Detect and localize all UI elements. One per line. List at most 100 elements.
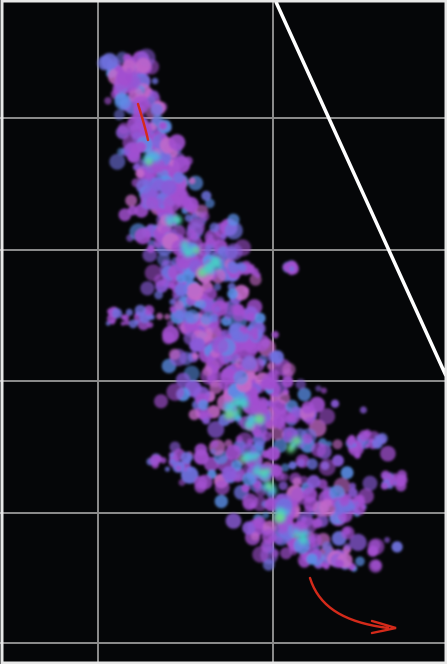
cloud-blob xyxy=(232,308,246,322)
cloud-highlight xyxy=(254,413,265,424)
cloud-blob xyxy=(156,312,164,320)
cloud-lobe-blob xyxy=(228,272,235,279)
cloud-blob xyxy=(159,208,166,215)
cloud-blob xyxy=(266,497,276,507)
cloud-lobe-blob xyxy=(380,482,389,490)
cloud-lobe-blob xyxy=(122,314,130,321)
cloud-blob xyxy=(209,222,220,233)
cloud-highlight xyxy=(223,409,235,420)
cloud-blob xyxy=(188,177,196,185)
cloud-lobe-blob xyxy=(361,504,366,509)
cloud-highlight xyxy=(252,467,261,476)
cloud-highlight xyxy=(286,445,295,454)
cloud-blob xyxy=(269,401,276,408)
cloud-lobe-blob xyxy=(396,480,405,488)
cloud-lobe-blob xyxy=(125,308,133,316)
cloud-blob xyxy=(204,335,211,343)
cloud-highlight xyxy=(260,468,265,474)
cloud-blob xyxy=(204,287,217,301)
cloud-lobe-blob xyxy=(372,438,383,449)
cloud-blob xyxy=(261,529,277,545)
cloud-blob xyxy=(261,430,272,442)
cloud-blob xyxy=(302,433,313,444)
cloud-blob xyxy=(221,466,237,482)
cloud-highlight xyxy=(166,219,173,227)
cloud-blob xyxy=(281,376,294,388)
cloud-highlight xyxy=(203,263,213,274)
cloud-blob xyxy=(196,299,206,310)
cloud-blob xyxy=(362,475,378,491)
cloud-lobe-blob xyxy=(112,308,123,319)
cloud-blob xyxy=(266,446,281,461)
cloud-lobe-blob xyxy=(242,328,248,335)
cloud-blob xyxy=(162,325,180,343)
cloud-blob xyxy=(205,198,215,209)
cloud-blob xyxy=(242,493,259,510)
cloud-blob xyxy=(280,463,290,472)
cloud-blob xyxy=(270,427,284,441)
cloud-blob xyxy=(282,362,296,377)
cloud-blob xyxy=(113,109,125,121)
cloud-lobe-blob xyxy=(186,466,192,473)
cloud-blob xyxy=(204,229,221,246)
cloud-blob xyxy=(168,134,186,151)
cloud-blob xyxy=(144,264,162,282)
cloud-lobe-blob xyxy=(246,265,255,274)
cloud-lobe-blob xyxy=(361,500,366,505)
cloud-blob xyxy=(220,368,237,385)
cloud-blob xyxy=(224,221,243,240)
cloud-blob xyxy=(323,562,330,570)
cloud-lobe-blob xyxy=(143,305,155,316)
cloud-highlight xyxy=(183,247,194,258)
cloud-blob xyxy=(134,227,151,245)
cloud-blob xyxy=(252,428,262,438)
cloud-blob xyxy=(285,431,293,438)
cloud-highlight xyxy=(145,158,153,166)
cloud-blob xyxy=(172,156,191,174)
cloud-blob xyxy=(291,406,301,417)
cloud-lobe-blob xyxy=(154,455,163,463)
cloud-lobe-blob xyxy=(348,434,356,442)
cloud-blob xyxy=(391,541,403,553)
cloud-blob xyxy=(168,282,176,289)
cloud-blob xyxy=(290,499,299,508)
cloud-blob xyxy=(349,533,367,552)
cloud-blob xyxy=(150,103,164,117)
cloud-blob xyxy=(315,385,322,392)
cloud-blob xyxy=(104,97,112,105)
cloud-blob xyxy=(254,312,266,324)
cloud-blob xyxy=(223,301,230,308)
reference-diagonal-line xyxy=(274,1,447,379)
cloud-lobe-blob xyxy=(120,321,126,326)
cloud-lobe-blob xyxy=(251,333,259,341)
cloud-blob xyxy=(220,233,227,240)
cloud-blob xyxy=(100,53,118,71)
cloud-blob xyxy=(233,370,249,385)
cloud-blob xyxy=(227,288,239,300)
cloud-blob xyxy=(242,521,256,535)
cloud-blob xyxy=(164,313,171,320)
cloud-lobe-blob xyxy=(149,314,155,321)
cloud-lobe-blob xyxy=(358,430,370,442)
trajectory-arrow-head xyxy=(370,619,397,635)
cloud-blob xyxy=(306,553,318,565)
cloud-blob xyxy=(161,179,177,196)
cloud-blob xyxy=(206,413,213,420)
cloud-lobe-blob xyxy=(365,444,370,449)
cloud-blob xyxy=(348,487,358,498)
cloud-blob xyxy=(132,95,150,113)
cloud-blob xyxy=(332,454,344,467)
cloud-blob xyxy=(321,541,333,552)
cloud-highlight xyxy=(241,395,248,402)
cloud-blob xyxy=(329,485,345,501)
cloud-highlight xyxy=(297,530,306,539)
cloud-blob xyxy=(278,392,291,404)
cloud-blob xyxy=(275,523,287,534)
cloud-blob xyxy=(295,378,307,390)
cloud-blob xyxy=(262,558,275,571)
point-cloud-highlights xyxy=(142,149,310,545)
cloud-blob xyxy=(318,408,336,425)
cloud-highlight xyxy=(192,246,201,254)
cloud-blob xyxy=(123,74,141,91)
